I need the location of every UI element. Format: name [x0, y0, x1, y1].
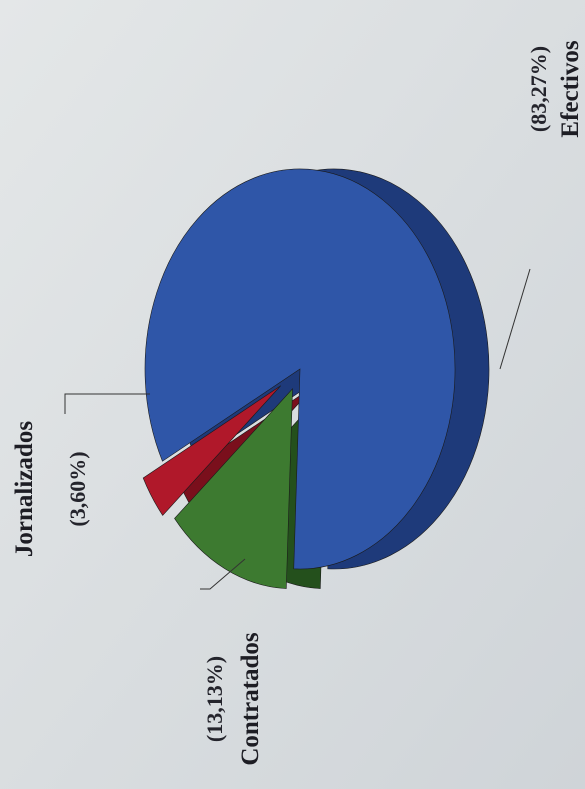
leader-line-jornalizados — [64, 393, 150, 414]
slice-jornalizados — [142, 385, 281, 516]
slice-label-efectivos: Efectivos — [557, 40, 584, 137]
leader-line-efectivos — [499, 268, 531, 370]
slice-label-jornalizados: Jornalizados — [11, 421, 38, 557]
slice-value-contratados: (13,13%) — [202, 656, 227, 742]
leader-line-contratados — [200, 558, 246, 590]
slice-value-efectivos: (83,27%) — [526, 46, 551, 132]
slice-contratados — [174, 387, 293, 589]
slice-label-contratados: Contratados — [237, 632, 264, 766]
slice-value-jornalizados: (3,60%) — [65, 451, 90, 526]
slice-efectivos — [144, 168, 456, 570]
